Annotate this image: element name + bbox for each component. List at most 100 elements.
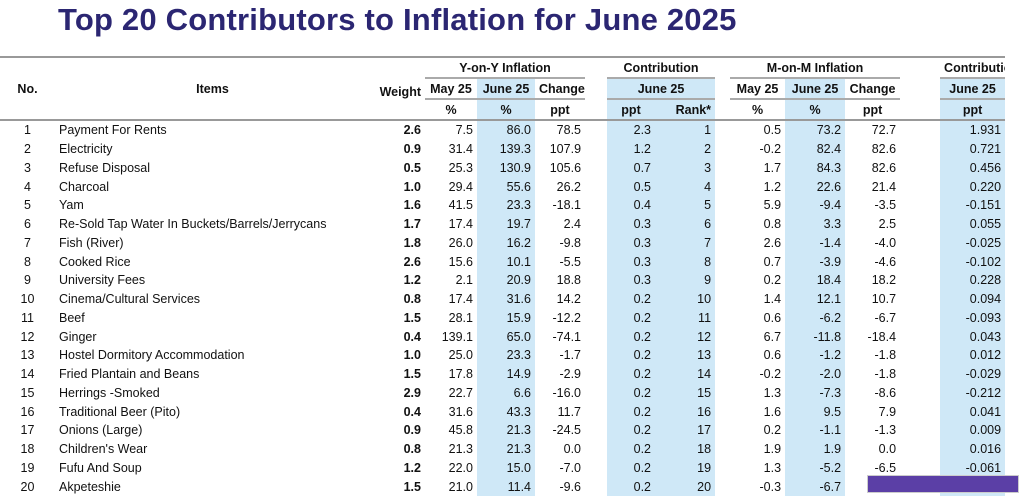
- cell-mom-change: 72.7: [871, 123, 897, 138]
- cell-yoy-june25: 15.9: [477, 308, 535, 328]
- spacer: [715, 477, 730, 496]
- cell-no: 16: [20, 404, 35, 419]
- cell-yoy-change: -9.8: [559, 235, 582, 250]
- cell-mom-change: 7.9: [878, 404, 897, 419]
- unit-ppt: ppt: [550, 102, 570, 117]
- spacer: [585, 140, 607, 159]
- spacer: [585, 440, 607, 459]
- table-row: 2 Electricity 0.9 31.4 139.3 107.9 1.2 2 -0.2 82.…: [0, 139, 1006, 159]
- cell-mom-may25: 0.5: [763, 123, 782, 138]
- cell-yoy-may25: 31.4: [448, 142, 473, 157]
- spacer: [715, 120, 730, 140]
- cell-mom-june25: 82.4: [785, 139, 846, 159]
- cell-contrib2-ppt: 0.220: [940, 177, 1006, 196]
- cell-weight: 1.5: [403, 479, 421, 494]
- spacer: [900, 290, 940, 309]
- unit-ppt: ppt: [607, 99, 656, 120]
- col-weight: Weight: [379, 85, 421, 99]
- mom-change: Change: [845, 78, 901, 100]
- cell-no: 20: [20, 479, 35, 494]
- cell-contrib-rank: 12: [655, 327, 716, 346]
- cell-mom-change: -6.5: [874, 460, 897, 475]
- spacer: [715, 346, 730, 365]
- col-items: Items: [55, 57, 370, 121]
- cell-mom-change: 21.4: [871, 179, 897, 194]
- cell-yoy-june25: 31.6: [477, 289, 535, 309]
- cell-contrib-ppt: 0.2: [607, 327, 656, 346]
- cell-contrib-ppt: 0.2: [607, 308, 656, 328]
- cell-mom-may25: 1.3: [763, 385, 782, 400]
- spacer: [715, 365, 730, 384]
- spacer: [715, 234, 730, 253]
- table-row: 4 Charcoal 1.0 29.4 55.6 26.2 0.5 4 1.2 22.6 21.4 0…: [0, 177, 1006, 196]
- cell-mom-may25: -0.2: [759, 142, 782, 157]
- spacer: [715, 159, 730, 178]
- cell-item: Electricity: [59, 142, 113, 157]
- cell-weight: 0.9: [403, 423, 421, 438]
- cell-item: Cinema/Cultural Services: [59, 292, 201, 307]
- spacer: [585, 177, 607, 196]
- cell-mom-change: 82.6: [871, 160, 897, 175]
- cell-yoy-june25: 10.1: [477, 252, 535, 271]
- table-row: 9 University Fees 1.2 2.1 20.9 18.8 0.3 9 0.2 18.…: [0, 271, 1006, 290]
- cell-mom-june25: -2.0: [785, 364, 846, 384]
- spacer: [585, 309, 607, 328]
- spacer: [715, 421, 730, 440]
- cell-contrib2-ppt: -0.029: [940, 364, 1006, 384]
- cell-item: Charcoal: [59, 179, 110, 194]
- cell-item: Onions (Large): [59, 423, 143, 438]
- cell-yoy-change: -24.5: [552, 423, 582, 438]
- cell-contrib2-ppt: 1.931: [940, 120, 1006, 140]
- cell-yoy-change: -5.5: [559, 254, 582, 269]
- cell-weight: 2.9: [403, 385, 421, 400]
- cell-weight: 1.2: [403, 273, 421, 288]
- spacer: [715, 327, 730, 346]
- spacer: [715, 271, 730, 290]
- cell-item: Fried Plantain and Beans: [59, 367, 200, 382]
- cell-contrib2-ppt: 0.721: [940, 139, 1006, 159]
- cell-item: Traditional Beer (Pito): [59, 404, 181, 419]
- cell-yoy-change: -9.6: [559, 479, 582, 494]
- spacer: [900, 196, 940, 215]
- cell-contrib-rank: 4: [655, 177, 716, 196]
- cell-item: Hostel Dormitory Accommodation: [59, 348, 245, 363]
- cell-yoy-may25: 21.0: [448, 479, 473, 494]
- cell-yoy-may25: 29.4: [448, 179, 473, 194]
- unit-pct: %: [477, 99, 535, 120]
- cell-weight: 1.2: [403, 460, 421, 475]
- cell-mom-june25: 9.5: [785, 402, 846, 421]
- cell-contrib-ppt: 0.5: [607, 177, 656, 196]
- cell-no: 18: [20, 442, 35, 457]
- spacer: [900, 402, 940, 421]
- cell-mom-change: -6.7: [874, 310, 897, 325]
- cell-yoy-may25: 25.3: [448, 160, 473, 175]
- spacer: [715, 290, 730, 309]
- cell-mom-change: -3.5: [874, 198, 897, 213]
- cell-contrib-rank: 19: [655, 458, 716, 478]
- cell-mom-may25: 5.9: [763, 198, 782, 213]
- unit-ppt: ppt: [940, 99, 1006, 120]
- cell-yoy-change: -74.1: [552, 329, 582, 344]
- cell-item: Ginger: [59, 329, 97, 344]
- spacer: [900, 327, 940, 346]
- spacer: [900, 421, 940, 440]
- cell-weight: 1.0: [403, 348, 421, 363]
- cell-mom-june25: 73.2: [785, 120, 846, 140]
- spacer: [715, 440, 730, 459]
- cell-yoy-june25: 15.0: [477, 458, 535, 478]
- cell-yoy-june25: 16.2: [477, 233, 535, 253]
- contrib-june25: June 25: [607, 78, 716, 100]
- cell-contrib-rank: 1: [655, 120, 716, 140]
- cell-contrib-rank: 8: [655, 252, 716, 271]
- spacer: [900, 309, 940, 328]
- cell-weight: 2.6: [403, 254, 421, 269]
- spacer: [585, 402, 607, 421]
- spacer: [585, 384, 607, 403]
- cell-weight: 1.5: [403, 310, 421, 325]
- cell-yoy-june25: 21.3: [477, 439, 535, 459]
- cell-mom-change: 18.2: [871, 273, 897, 288]
- cell-mom-june25: 22.6: [785, 177, 846, 196]
- table-row: 3 Refuse Disposal 0.5 25.3 130.9 105.6 0.7 3 1.7…: [0, 158, 1006, 178]
- cell-mom-june25: -1.2: [785, 346, 846, 365]
- cell-contrib-ppt: 0.2: [607, 402, 656, 421]
